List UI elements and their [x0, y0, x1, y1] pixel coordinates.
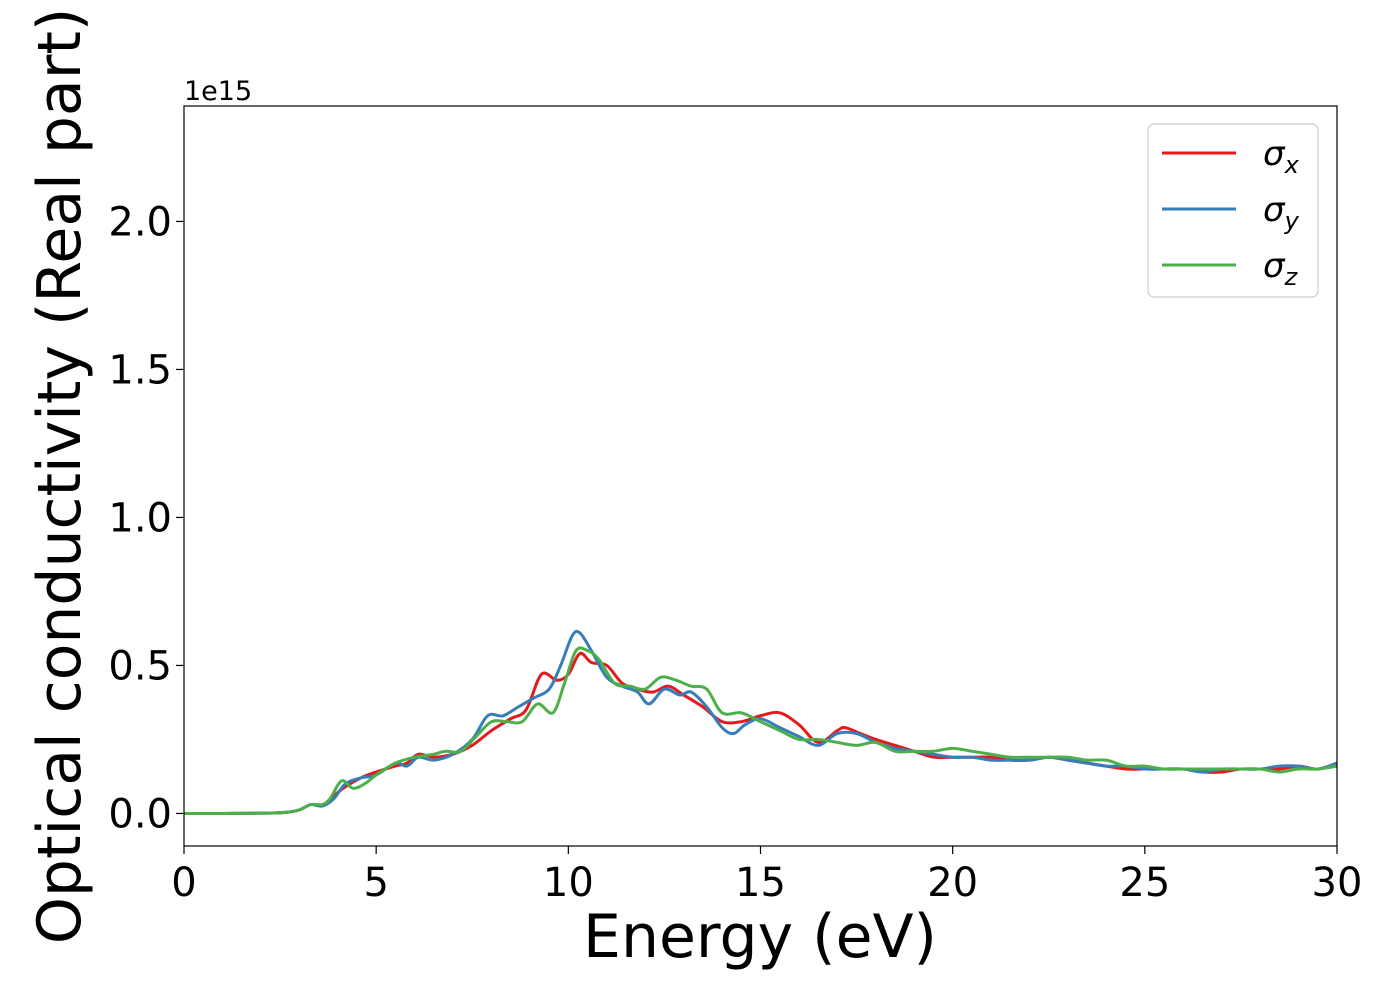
- legend-label-base: σ: [1263, 134, 1286, 174]
- series-line-z: [183, 646, 1338, 815]
- x-tick-label: 20: [927, 860, 978, 906]
- y-tick-label: 0.5: [108, 643, 172, 689]
- x-tick-label: 5: [363, 860, 388, 906]
- y-tick-label: 2.0: [108, 199, 172, 245]
- legend-label-subscript: x: [1284, 151, 1300, 179]
- series-layer: [183, 629, 1338, 815]
- x-tick-label: 30: [1312, 860, 1363, 906]
- legend-label-base: σ: [1263, 246, 1286, 286]
- y-axis-label: Optical conductivity (Real part): [25, 8, 95, 945]
- legend-label-base: σ: [1263, 190, 1286, 230]
- series-line-x: [183, 651, 1338, 815]
- x-axis-ticks: 0 5 10 15 20 25 30: [171, 846, 1362, 906]
- y-offset-label: 1e15: [184, 76, 252, 107]
- x-tick-label: 15: [735, 860, 786, 906]
- x-tick-label: 10: [543, 860, 594, 906]
- legend-label-z: σz: [1263, 246, 1299, 291]
- y-tick-label: 1.5: [108, 347, 172, 393]
- x-tick-label: 0: [171, 860, 196, 906]
- legend-label-x: σx: [1263, 134, 1300, 179]
- y-tick-label: 1.0: [108, 495, 172, 541]
- legend-label-y: σy: [1263, 190, 1300, 235]
- y-axis-ticks: 0.0 0.5 1.0 1.5 2.0: [108, 199, 184, 837]
- y-tick-label: 0.0: [108, 791, 172, 837]
- legend-label-subscript: z: [1284, 263, 1299, 291]
- x-axis-label: Energy (eV): [583, 902, 937, 972]
- legend-label-subscript: y: [1284, 207, 1300, 235]
- x-tick-label: 25: [1119, 860, 1170, 906]
